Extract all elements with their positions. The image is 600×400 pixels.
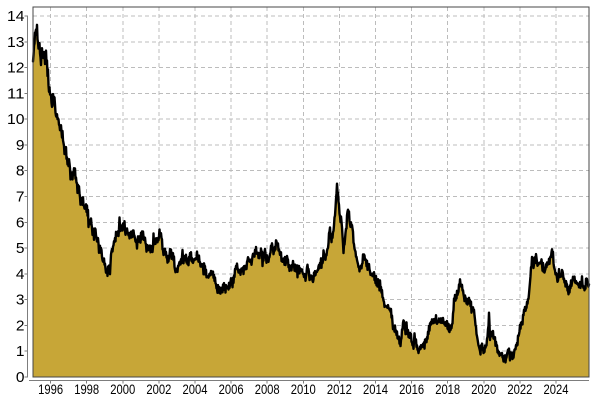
svg-text:6: 6 bbox=[16, 214, 25, 231]
svg-text:2012: 2012 bbox=[327, 381, 352, 397]
svg-text:8: 8 bbox=[16, 163, 25, 180]
svg-text:2020: 2020 bbox=[471, 381, 496, 397]
svg-text:2024: 2024 bbox=[544, 381, 569, 397]
svg-text:2002: 2002 bbox=[146, 381, 171, 397]
svg-text:2006: 2006 bbox=[219, 381, 244, 397]
svg-text:4: 4 bbox=[16, 266, 25, 283]
svg-text:5: 5 bbox=[16, 240, 25, 257]
svg-text:2008: 2008 bbox=[255, 381, 280, 397]
svg-text:1998: 1998 bbox=[74, 381, 99, 397]
svg-text:2010: 2010 bbox=[291, 381, 316, 397]
svg-text:13: 13 bbox=[7, 34, 25, 51]
svg-text:2018: 2018 bbox=[435, 381, 460, 397]
svg-text:2014: 2014 bbox=[363, 381, 388, 397]
svg-text:3: 3 bbox=[16, 292, 25, 309]
svg-text:12: 12 bbox=[7, 60, 25, 77]
svg-text:1996: 1996 bbox=[38, 381, 63, 397]
svg-text:11: 11 bbox=[7, 85, 25, 102]
svg-text:2000: 2000 bbox=[110, 381, 135, 397]
svg-text:9: 9 bbox=[16, 137, 25, 154]
svg-text:2016: 2016 bbox=[399, 381, 424, 397]
svg-text:2: 2 bbox=[16, 317, 25, 334]
svg-text:2022: 2022 bbox=[507, 381, 532, 397]
svg-text:10: 10 bbox=[7, 111, 25, 128]
svg-text:14: 14 bbox=[7, 8, 25, 25]
svg-text:0: 0 bbox=[16, 369, 25, 386]
svg-text:2004: 2004 bbox=[183, 381, 208, 397]
svg-text:1: 1 bbox=[16, 343, 25, 360]
svg-text:7: 7 bbox=[16, 189, 25, 206]
